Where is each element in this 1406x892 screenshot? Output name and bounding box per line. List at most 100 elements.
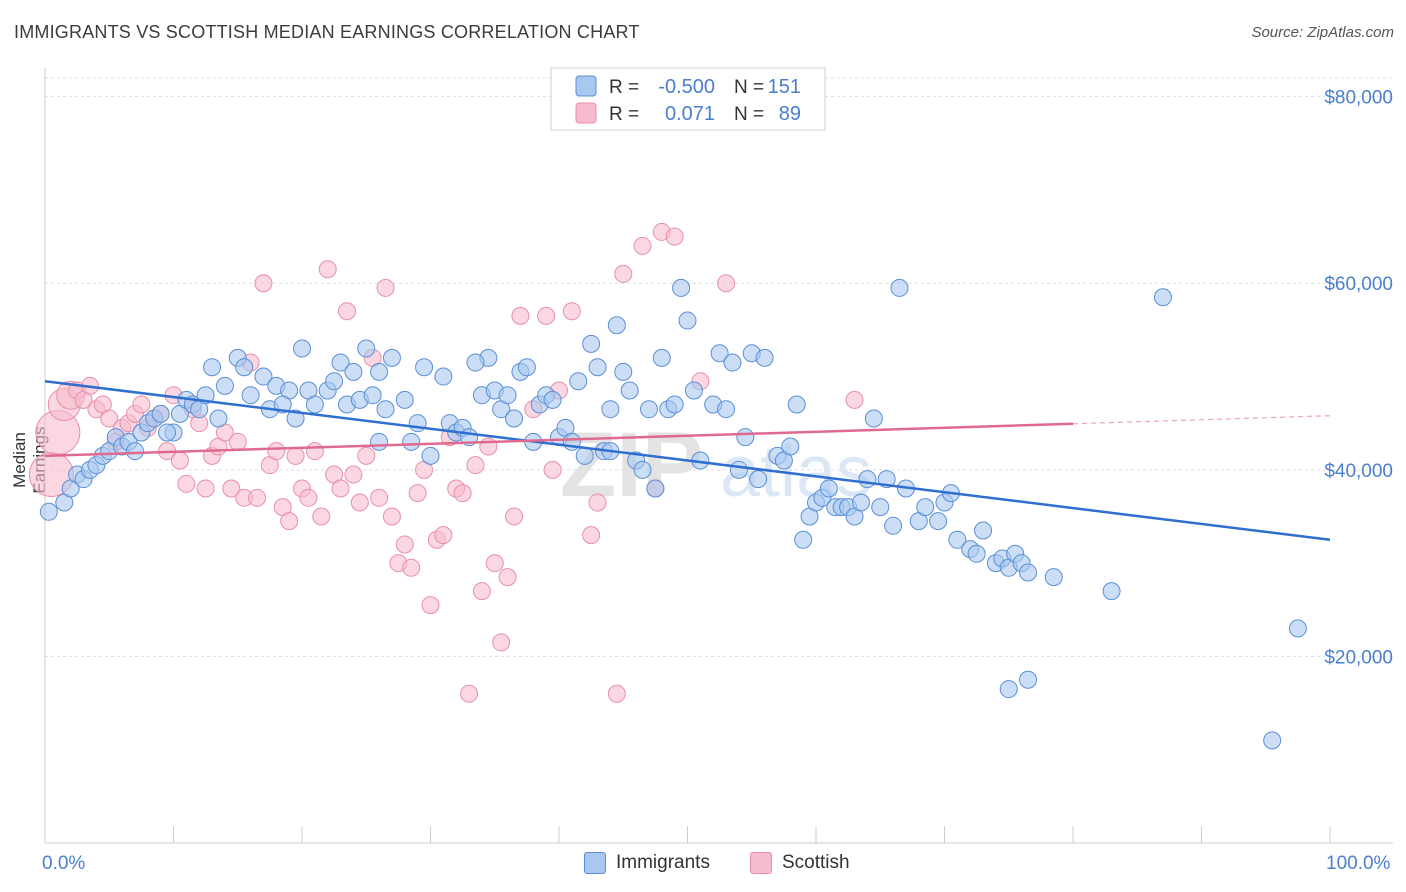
immigrants-point-79 xyxy=(614,362,633,381)
scottish-point-80 xyxy=(588,493,607,512)
scottish-point-35 xyxy=(267,442,286,461)
scottish-point-56 xyxy=(402,558,421,577)
bottom-legend-immigrants[interactable]: Immigrants xyxy=(584,852,710,874)
immigrants-point-96 xyxy=(729,460,748,479)
immigrants-point-123 xyxy=(916,498,935,517)
immigrants-point-38 xyxy=(331,353,350,372)
immigrants-point-119 xyxy=(884,516,903,535)
immigrants-point-24 xyxy=(215,376,234,395)
immigrants-point-144 xyxy=(158,423,177,442)
scottish-point-37 xyxy=(280,512,299,531)
immigrants-point-37 xyxy=(325,372,344,391)
chart-source: Source: ZipAtlas.com xyxy=(1251,24,1394,41)
immigrants-point-94 xyxy=(717,400,736,419)
immigrants-point-99 xyxy=(749,470,768,489)
scottish-point-9 xyxy=(100,409,119,428)
scottish-point-42 xyxy=(312,507,331,526)
immigrants-point-90 xyxy=(684,381,703,400)
scottish-point-83 xyxy=(633,236,652,255)
scottish-point-68 xyxy=(479,437,498,456)
legend-swatch-scottish xyxy=(575,102,597,124)
immigrants-point-93 xyxy=(710,344,729,363)
scottish-point-55 xyxy=(395,535,414,554)
bottom-legend-scottish[interactable]: Scottish xyxy=(750,852,850,874)
immigrants-point-46 xyxy=(382,348,401,367)
y-tick-labels: $20,000 $40,000 $60,000 $80,000 xyxy=(1324,88,1393,669)
scottish-point-73 xyxy=(511,306,530,325)
legend-r-label-scottish: R = xyxy=(609,104,639,125)
immigrants-point-114 xyxy=(851,493,870,512)
immigrants-point-138 xyxy=(999,680,1018,699)
immigrants-point-61 xyxy=(498,386,517,405)
immigrants-point-104 xyxy=(787,395,806,414)
scottish-point-49 xyxy=(357,446,376,465)
immigrants-point-143 xyxy=(1263,731,1282,750)
immigrants-point-82 xyxy=(633,460,652,479)
scottish-point-52 xyxy=(376,278,395,297)
immigrants-point-95 xyxy=(723,353,742,372)
scottish-point-59 xyxy=(421,596,440,615)
legend-n-value-immigrants: 151 xyxy=(768,76,801,98)
immigrants-point-73 xyxy=(575,446,594,465)
legend-n-label-scottish: N = xyxy=(734,104,764,125)
scottish-point-81 xyxy=(607,684,626,703)
immigrants-point-50 xyxy=(415,358,434,377)
scottish-point-40 xyxy=(299,488,318,507)
scottish-point-79 xyxy=(582,526,601,545)
immigrants-point-52 xyxy=(434,367,453,386)
immigrants-point-142 xyxy=(1288,619,1307,638)
trend-line-immigrants xyxy=(44,379,1331,542)
scottish-point-72 xyxy=(505,507,524,526)
immigrants-point-40 xyxy=(344,362,363,381)
immigrants-point-139 xyxy=(1019,670,1038,689)
legend-n-value-scottish: 89 xyxy=(779,103,801,125)
bottom-legend-swatch-scottish xyxy=(750,852,772,874)
chart-title: IMMIGRANTS VS SCOTTISH MEDIAN EARNINGS C… xyxy=(14,22,640,42)
immigrants-point-127 xyxy=(948,530,967,549)
immigrants-point-12 xyxy=(125,442,144,461)
scottish-point-75 xyxy=(537,306,556,325)
scottish-point-69 xyxy=(485,554,504,573)
immigrants-point-89 xyxy=(678,311,697,330)
immigrants-point-0 xyxy=(39,502,58,521)
scottish-point-70 xyxy=(492,633,511,652)
immigrants-point-137 xyxy=(1044,568,1063,587)
immigrants-point-116 xyxy=(864,409,883,428)
immigrants-point-75 xyxy=(588,358,607,377)
x-tick-label-min: 0.0% xyxy=(42,853,86,874)
immigrants-point-117 xyxy=(871,498,890,517)
immigrants-point-35 xyxy=(305,395,324,414)
immigrants-point-72 xyxy=(569,372,588,391)
scottish-point-43 xyxy=(318,260,337,279)
scottish-point-64 xyxy=(453,484,472,503)
scottish-point-82 xyxy=(614,264,633,283)
scottish-point-51 xyxy=(370,488,389,507)
immigrants-point-109 xyxy=(819,479,838,498)
immigrants-point-32 xyxy=(286,409,305,428)
trend-lines xyxy=(44,379,1331,542)
scottish-point-24 xyxy=(196,479,215,498)
scottish-point-29 xyxy=(228,432,247,451)
trend-line-scottish-extension xyxy=(1072,415,1331,425)
scottish-point-38 xyxy=(286,446,305,465)
scottish-point-86 xyxy=(665,227,684,246)
immigrants-point-105 xyxy=(794,530,813,549)
immigrants-point-124 xyxy=(929,512,948,531)
legend-frame xyxy=(550,67,826,131)
bottom-legend-label-immigrants: Immigrants xyxy=(616,852,710,873)
immigrants-point-28 xyxy=(254,367,273,386)
immigrants-point-100 xyxy=(755,348,774,367)
scottish-point-41 xyxy=(305,442,324,461)
y-tick-label-2: $60,000 xyxy=(1324,274,1393,295)
scottish-point-67 xyxy=(472,582,491,601)
legend-r-value-immigrants: -0.500 xyxy=(658,76,715,98)
immigrants-point-120 xyxy=(890,278,909,297)
immigrants-point-136 xyxy=(1019,563,1038,582)
scottish-point-46 xyxy=(337,302,356,321)
immigrants-point-141 xyxy=(1153,288,1172,307)
immigrants-point-22 xyxy=(203,358,222,377)
scottish-point-65 xyxy=(460,684,479,703)
immigrants-point-77 xyxy=(601,400,620,419)
scottish-point-33 xyxy=(254,274,273,293)
